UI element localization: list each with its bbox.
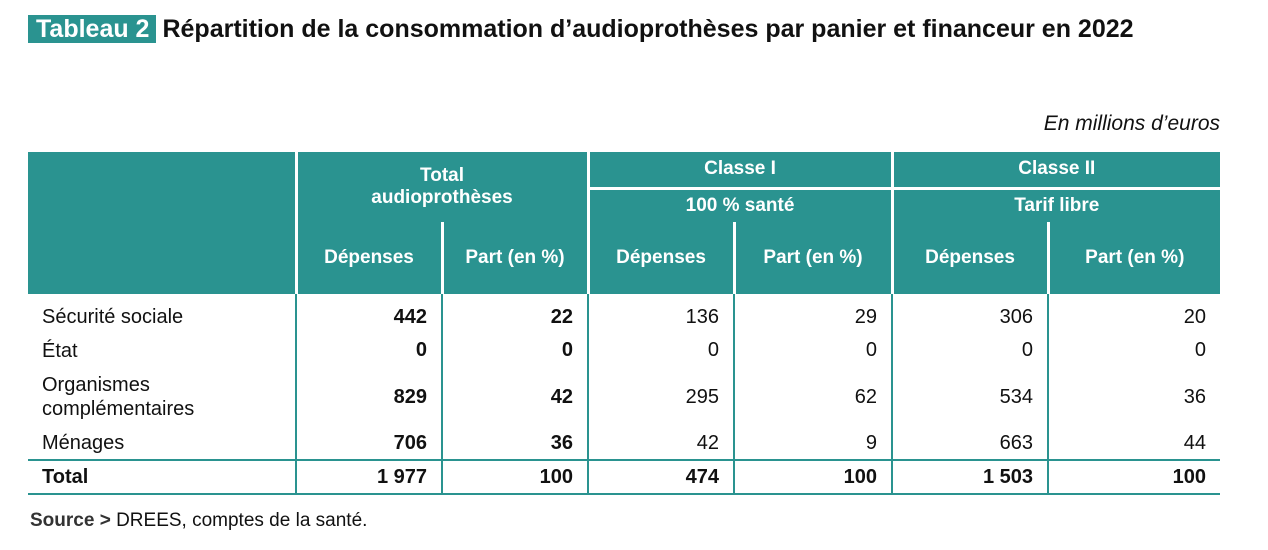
table-cell: 706 — [295, 427, 442, 460]
table-cell: 36 — [440, 427, 589, 460]
source-label: Source > — [30, 510, 111, 531]
table-cell: 136 — [587, 294, 735, 334]
row-label: État — [42, 339, 78, 362]
table-cell: 62 — [733, 367, 893, 427]
total-row: Total 1 977 100 474 100 1 503 100 — [28, 459, 1221, 495]
table-cell: 36 — [1047, 367, 1221, 427]
table-cell: 20 — [1047, 294, 1221, 334]
table-cell: 44 — [1047, 427, 1221, 460]
table-cell: 663 — [891, 427, 1049, 460]
unit-note: En millions d’euros — [1043, 112, 1220, 135]
column-header: Part (en %) — [732, 222, 893, 294]
table-cell: 0 — [587, 334, 735, 367]
total-label: Total — [28, 459, 296, 495]
column-header: Part (en %) — [1046, 222, 1221, 294]
table-row: Ménages 706 36 42 9 663 44 — [28, 427, 1221, 460]
group-subheader-classe-2: Tarif libre — [890, 186, 1221, 222]
total-cell: 100 — [440, 459, 589, 495]
group-subheader-classe-1: 100 % santé — [586, 186, 893, 222]
table-cell: 306 — [891, 294, 1049, 334]
source-text: DREES, comptes de la santé. — [110, 510, 368, 531]
table-cell: 0 — [295, 334, 442, 367]
total-cell: 474 — [587, 459, 735, 495]
table-cell: 295 — [587, 367, 735, 427]
column-header: Dépenses — [294, 222, 442, 294]
table-cell: 442 — [295, 294, 442, 334]
table-cell: 42 — [587, 427, 735, 460]
table-cell: 29 — [733, 294, 893, 334]
row-label: Organismes complémentaires — [42, 374, 195, 420]
table-cell: 0 — [1047, 334, 1221, 367]
column-header: Part (en %) — [440, 222, 589, 294]
table-cell: 22 — [440, 294, 589, 334]
table-cell: 534 — [891, 367, 1049, 427]
header-blank-cell — [28, 152, 296, 294]
group-header-classe-2: Classe II — [890, 152, 1221, 188]
total-cell: 100 — [733, 459, 893, 495]
table-row: Sécurité sociale 442 22 136 29 306 20 — [28, 294, 1221, 334]
table-cell: 0 — [440, 334, 589, 367]
data-table: Total audioprothèses Classe I Classe II 1… — [28, 152, 1221, 495]
column-header: Dépenses — [586, 222, 735, 294]
table-title-text: Répartition de la consommation d’audiopr… — [162, 15, 1134, 43]
table-number-badge: Tableau 2 — [28, 15, 157, 43]
group-header-total: Total audioprothèses — [294, 152, 589, 222]
table-cell: 829 — [295, 367, 442, 427]
table-cell: 0 — [733, 334, 893, 367]
table-title: Tableau 2 Répartition de la consommation … — [28, 12, 1228, 46]
table-cell: 42 — [440, 367, 589, 427]
table-cell: 0 — [891, 334, 1049, 367]
total-cell: 1 503 — [891, 459, 1049, 495]
row-label: Ménages — [42, 432, 125, 454]
total-cell: 1 977 — [295, 459, 442, 495]
source-note: Source > DREES, comptes de la santé. — [30, 510, 367, 532]
table-row: Organismes complémentaires 829 42 295 62… — [28, 367, 1221, 427]
group-header-classe-1: Classe I — [586, 152, 893, 188]
total-cell: 100 — [1047, 459, 1221, 495]
table-cell: 9 — [733, 427, 893, 460]
row-label: Sécurité sociale — [42, 306, 184, 328]
column-header: Dépenses — [890, 222, 1049, 294]
table-row: État 0 0 0 0 0 0 — [28, 334, 1221, 367]
